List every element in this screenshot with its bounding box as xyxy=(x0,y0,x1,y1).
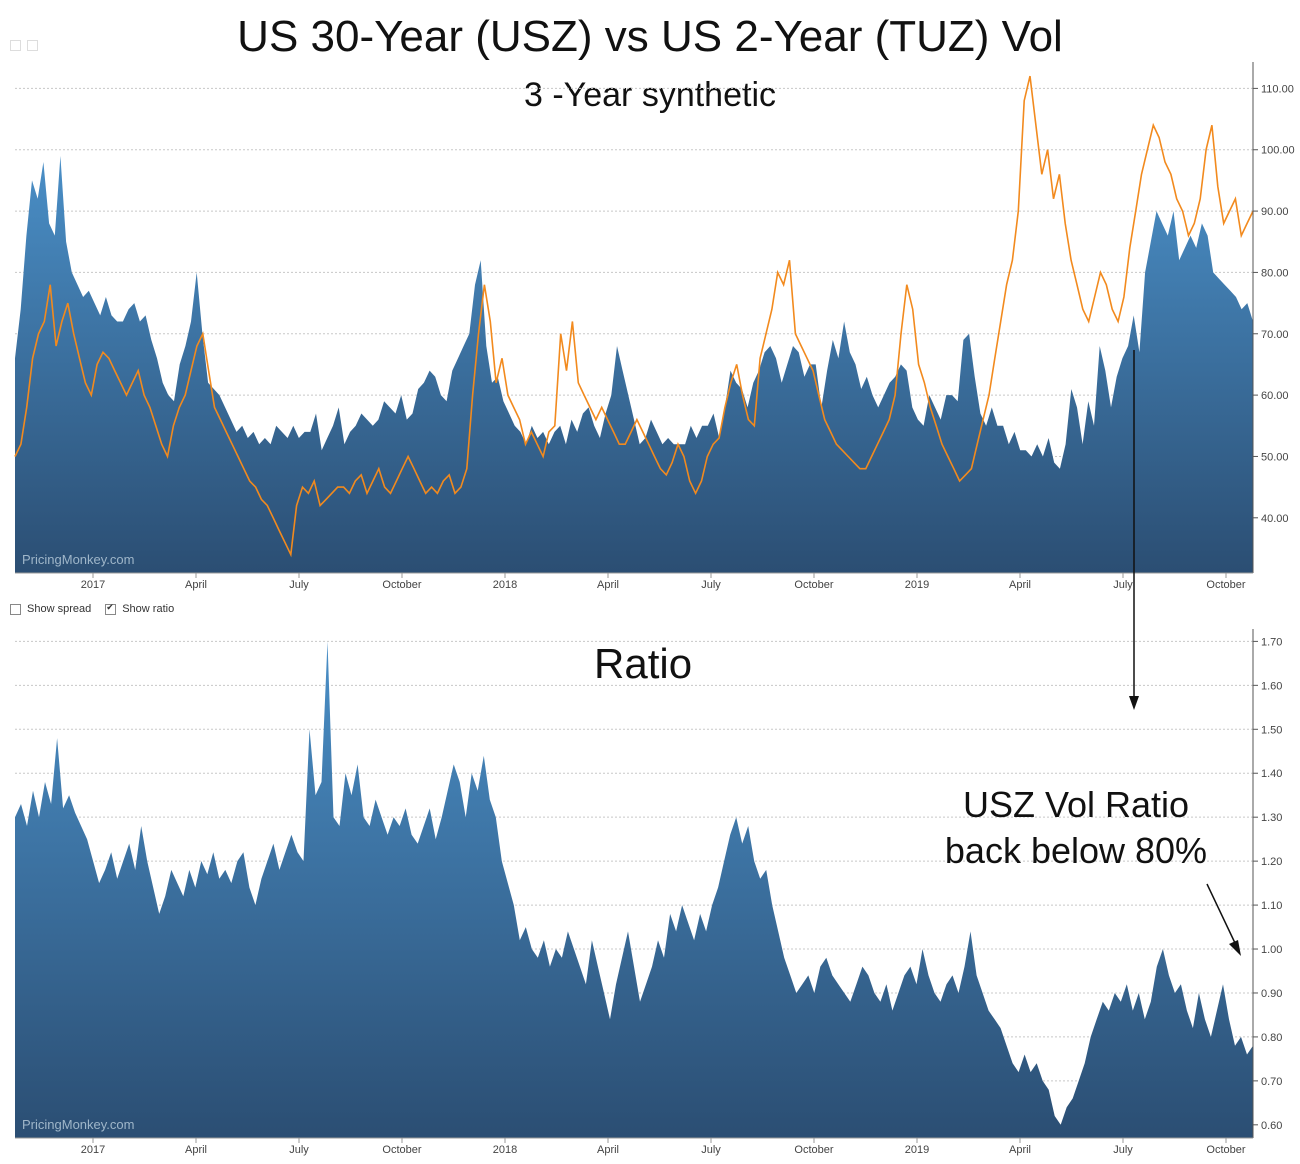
x-tick-label: October xyxy=(794,1144,833,1156)
x-tick-label: 2018 xyxy=(493,579,517,591)
annotation-text: USZ Vol Ratio back below 80% xyxy=(926,782,1226,874)
x-tick-label: October xyxy=(1206,1144,1245,1156)
y-tick-label: 70.00 xyxy=(1261,329,1289,341)
x-tick-label: 2019 xyxy=(905,579,929,591)
watermark-ratio: PricingMonkey.com xyxy=(22,1117,134,1132)
chart-subtitle: 3 -Year synthetic xyxy=(524,76,776,114)
y-tick-label: 0.90 xyxy=(1261,988,1282,1000)
y-tick-label: 1.10 xyxy=(1261,900,1282,912)
x-tick-label: April xyxy=(597,579,619,591)
annotation-line-2: back below 80% xyxy=(944,830,1208,871)
chart-controls: Show spread Show ratio xyxy=(10,602,175,615)
watermark: PricingMonkey.com xyxy=(22,552,134,567)
chart-title: US 30-Year (USZ) vs US 2-Year (TUZ) Vol xyxy=(237,12,1063,61)
x-tick-label: July xyxy=(701,1144,721,1156)
x-tick-label: April xyxy=(597,1144,619,1156)
show-spread-checkbox-top[interactable] xyxy=(10,40,21,51)
x-tick-label: October xyxy=(382,579,421,591)
show-ratio-label: Show ratio xyxy=(122,603,175,615)
x-tick-label: 2017 xyxy=(81,579,105,591)
y-tick-label: 80.00 xyxy=(1261,267,1289,279)
y-tick-label: 40.00 xyxy=(1261,513,1289,525)
y-tick-label: 0.70 xyxy=(1261,1076,1282,1088)
y-tick-label: 1.40 xyxy=(1261,768,1282,780)
show-spread-checkbox[interactable] xyxy=(10,603,21,615)
x-tick-label: July xyxy=(701,579,721,591)
y-tick-label: 1.30 xyxy=(1261,812,1282,824)
x-tick-label: July xyxy=(1113,1144,1133,1156)
x-tick-label: 2018 xyxy=(493,1144,517,1156)
show-spread-label: Show spread xyxy=(27,603,92,615)
usz-vol-area xyxy=(15,155,1253,573)
x-tick-label: October xyxy=(1206,579,1245,591)
x-tick-label: October xyxy=(382,1144,421,1156)
y-tick-label: 1.50 xyxy=(1261,724,1282,736)
x-tick-label: 2017 xyxy=(81,1144,105,1156)
y-tick-label: 1.00 xyxy=(1261,944,1282,956)
vol-chart: 40.00 50.00 60.00 70.00 80.00 90.00 100.00 110.… xyxy=(14,62,1295,591)
tuz-vol-line xyxy=(14,75,1254,558)
x-tick-label: July xyxy=(289,1144,309,1156)
y-tick-label: 0.80 xyxy=(1261,1032,1282,1044)
x-tick-label: April xyxy=(185,579,207,591)
x-tick-label: April xyxy=(1009,1144,1031,1156)
x-tick-label: April xyxy=(185,1144,207,1156)
x-tick-label: April xyxy=(1009,579,1031,591)
y-tick-label: 90.00 xyxy=(1261,206,1289,218)
y-tick-label: 0.60 xyxy=(1261,1120,1282,1132)
x-tick-label: 2019 xyxy=(905,1144,929,1156)
top-controls-faint xyxy=(10,40,38,51)
show-ratio-checkbox[interactable] xyxy=(105,602,117,615)
x-tick-label: October xyxy=(794,579,833,591)
x-tick-label: July xyxy=(1113,579,1133,591)
y-tick-label: 50.00 xyxy=(1261,451,1289,463)
y-tick-label: 1.70 xyxy=(1261,636,1282,648)
show-ratio-checkbox-top[interactable] xyxy=(27,40,38,51)
annotation-line-1: USZ Vol Ratio xyxy=(962,784,1190,825)
ratio-chart: 0.60 0.70 0.80 0.90 1.00 1.10 1.20 1.30 1.40 1.50… xyxy=(15,629,1282,1156)
ratio-area xyxy=(15,641,1253,1138)
y-tick-label: 1.60 xyxy=(1261,680,1282,692)
ratio-title: Ratio xyxy=(594,640,693,687)
y-tick-label: 110.00 xyxy=(1261,83,1294,95)
y-tick-label: 1.20 xyxy=(1261,856,1282,868)
y-tick-label: 100.00 xyxy=(1261,145,1295,157)
x-tick-label: July xyxy=(289,579,309,591)
y-tick-label: 60.00 xyxy=(1261,390,1289,402)
